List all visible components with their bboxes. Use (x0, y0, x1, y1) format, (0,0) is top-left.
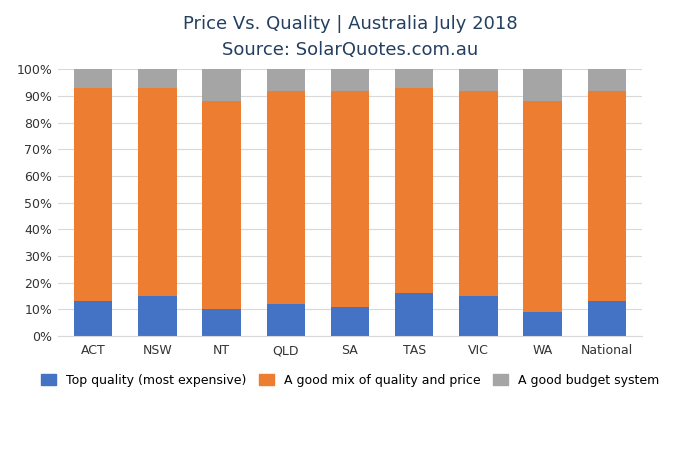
Bar (459, 69, 498, 91)
Bar (524, 312, 562, 336)
Bar (138, 88, 176, 296)
Bar (395, 293, 433, 336)
Bar (395, 88, 433, 293)
Bar (267, 304, 305, 336)
Bar (74, 69, 113, 88)
Bar (138, 69, 176, 88)
Bar (330, 91, 370, 307)
Bar (202, 69, 241, 101)
Bar (524, 69, 562, 101)
Bar (74, 301, 113, 336)
Bar (330, 69, 370, 91)
Bar (587, 91, 626, 301)
Bar (202, 101, 241, 309)
Bar (267, 69, 305, 91)
Bar (267, 91, 305, 304)
Bar (202, 309, 241, 336)
Bar (587, 69, 626, 91)
Bar (330, 307, 370, 336)
Title: Price Vs. Quality | Australia July 2018
Source: SolarQuotes.com.au: Price Vs. Quality | Australia July 2018 … (183, 15, 517, 60)
Bar (524, 101, 562, 312)
Bar (74, 88, 113, 301)
Bar (459, 296, 498, 336)
Bar (138, 296, 176, 336)
Bar (459, 91, 498, 296)
Bar (395, 69, 433, 88)
Bar (587, 301, 626, 336)
Legend: Top quality (most expensive), A good mix of quality and price, A good budget sys: Top quality (most expensive), A good mix… (36, 369, 664, 392)
